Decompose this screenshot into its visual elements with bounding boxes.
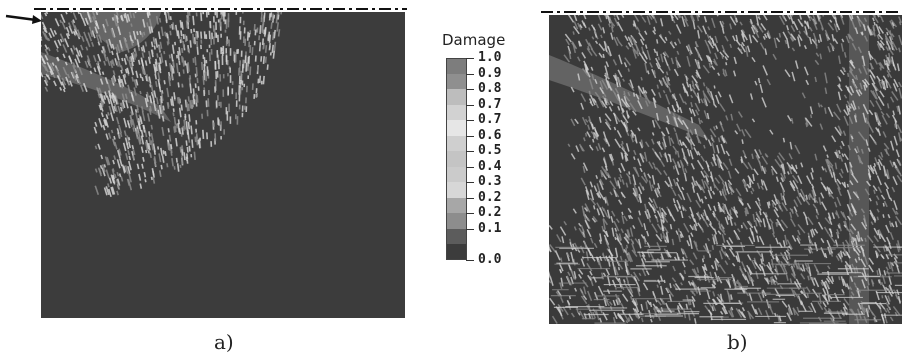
legend-title: Damage xyxy=(442,31,506,49)
legend-tick xyxy=(466,104,474,106)
legend-swatch xyxy=(446,89,467,105)
legend-swatch xyxy=(446,182,467,198)
legend-tick xyxy=(466,135,474,137)
legend-tick xyxy=(466,259,474,261)
legend-swatch xyxy=(446,151,467,167)
legend-label: 0.8 xyxy=(478,81,502,96)
legend-tick xyxy=(466,228,474,230)
legend-label: 0.7 xyxy=(478,96,502,112)
legend-label: 0.5 xyxy=(478,143,502,158)
symmetry-line-a xyxy=(34,8,407,10)
legend-label: 0.6 xyxy=(478,127,502,143)
legend-swatch xyxy=(446,228,467,244)
damage-map-a xyxy=(41,12,405,318)
damage-map-a-graphic xyxy=(41,12,283,198)
legend-tick xyxy=(466,89,474,90)
legend-label: 0.2 xyxy=(478,189,502,205)
legend-tick xyxy=(466,166,474,168)
caption-b: b) xyxy=(727,330,748,354)
legend-swatch xyxy=(446,58,467,74)
legend-swatch xyxy=(446,166,467,182)
damage-map-b xyxy=(549,15,902,324)
legend-label: 0.1 xyxy=(478,220,502,236)
legend-label: 0.2 xyxy=(478,205,502,220)
legend-tick xyxy=(466,151,474,152)
damage-speckles-b xyxy=(549,15,902,324)
legend-swatch xyxy=(446,135,467,151)
legend-label: 0.7 xyxy=(478,112,502,127)
legend-label: 0.0 xyxy=(478,251,502,267)
legend-swatch xyxy=(446,104,467,120)
legend-label: 1.0 xyxy=(478,50,502,65)
legend-tick xyxy=(466,58,474,59)
legend-swatch xyxy=(446,213,467,229)
legend-tick xyxy=(466,73,474,75)
legend-tick xyxy=(466,213,474,214)
legend-swatch xyxy=(446,73,467,89)
legend-tick xyxy=(466,197,474,199)
legend-tick xyxy=(466,182,474,183)
legend-label: 0.4 xyxy=(478,158,502,174)
legend-swatch xyxy=(446,120,467,136)
damage-map-b-graphic xyxy=(549,15,902,324)
arrow-right-icon xyxy=(5,14,42,24)
legend-label: 0.3 xyxy=(478,174,502,189)
legend-label: 0.9 xyxy=(478,65,502,81)
legend-swatch xyxy=(446,244,467,260)
legend-tick xyxy=(466,120,474,121)
legend-swatch xyxy=(446,197,467,213)
damage-speckles-a xyxy=(41,12,283,198)
impact-arrow xyxy=(4,11,44,25)
symmetry-line-b xyxy=(541,11,902,13)
caption-a: a) xyxy=(214,330,234,354)
